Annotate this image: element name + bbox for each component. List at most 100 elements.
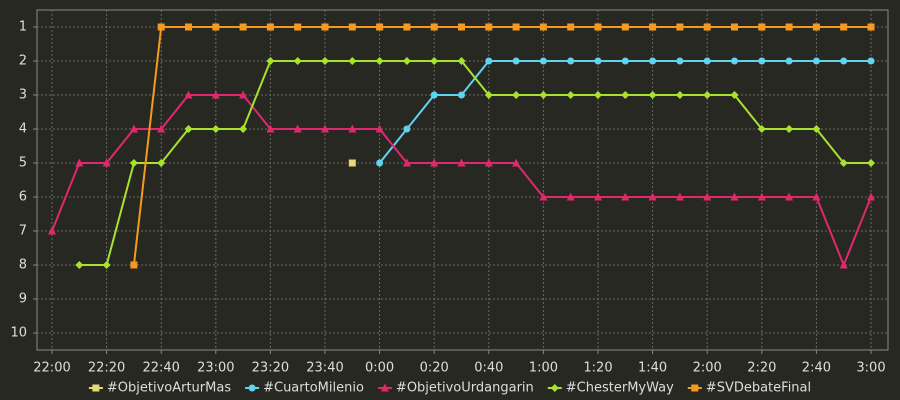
data-point xyxy=(239,125,248,133)
data-point xyxy=(239,90,248,99)
data-point xyxy=(566,91,575,99)
data-point xyxy=(676,23,684,31)
data-point xyxy=(703,192,712,201)
x-tick-label: 2:20 xyxy=(747,361,776,376)
x-tick-label: 1:20 xyxy=(583,361,612,376)
y-tick-label: 2 xyxy=(19,54,27,69)
data-point xyxy=(676,57,684,65)
data-point xyxy=(484,91,493,99)
data-point xyxy=(594,57,602,65)
data-point xyxy=(348,57,357,65)
data-point xyxy=(293,124,302,133)
data-point xyxy=(48,226,56,235)
x-tick-label: 1:00 xyxy=(529,361,558,376)
data-point xyxy=(621,57,629,65)
data-point xyxy=(594,91,602,99)
data-point xyxy=(102,261,111,269)
data-point xyxy=(484,158,493,167)
data-point xyxy=(649,23,657,31)
data-point xyxy=(375,57,384,65)
y-tick-label: 9 xyxy=(19,292,27,307)
data-point xyxy=(430,57,439,65)
data-point xyxy=(839,260,848,269)
data-point xyxy=(839,159,848,167)
legend-label: #ChesterMyWay xyxy=(566,381,674,396)
data-point xyxy=(594,23,602,31)
x-tick-label: 23:20 xyxy=(252,361,289,376)
data-point xyxy=(403,125,411,133)
data-point xyxy=(621,192,630,201)
data-point xyxy=(458,23,465,31)
data-point xyxy=(621,91,630,99)
data-point xyxy=(539,23,547,31)
data-point xyxy=(649,57,657,65)
data-point xyxy=(867,159,875,167)
data-point xyxy=(239,23,247,31)
data-point xyxy=(184,125,193,133)
data-point xyxy=(485,57,493,65)
x-tick-label: 0:20 xyxy=(420,361,449,376)
x-tick-label: 0:40 xyxy=(474,361,503,376)
legend: #ObjetivoArturMas #CuartoMilenio #Objetivo… xyxy=(88,381,811,396)
data-point xyxy=(539,91,548,99)
data-point xyxy=(402,158,411,167)
data-point xyxy=(812,192,821,201)
x-tick-label: 0:00 xyxy=(365,361,394,376)
data-point xyxy=(403,23,411,31)
data-point xyxy=(757,192,766,201)
data-point xyxy=(785,23,793,31)
data-point xyxy=(430,91,438,99)
data-point xyxy=(376,23,384,31)
data-point xyxy=(703,23,711,31)
data-point xyxy=(157,124,166,133)
legend-marker xyxy=(248,384,256,392)
data-point xyxy=(375,124,384,133)
data-point xyxy=(567,23,575,31)
data-point xyxy=(266,23,274,31)
data-point xyxy=(730,91,739,99)
legend-marker xyxy=(691,384,699,392)
data-point xyxy=(648,91,657,99)
data-point xyxy=(348,23,356,31)
x-tick-label: 22:00 xyxy=(33,361,70,376)
legend-label: #SVDebateFinal xyxy=(706,381,811,396)
data-point xyxy=(457,158,466,167)
data-point xyxy=(184,90,193,99)
data-point xyxy=(867,23,875,31)
data-point xyxy=(430,23,438,31)
data-point xyxy=(293,57,302,65)
data-point xyxy=(348,159,356,167)
series-line xyxy=(79,60,871,266)
data-point xyxy=(430,158,439,167)
data-point xyxy=(512,23,520,31)
series-line xyxy=(132,26,871,266)
legend-marker xyxy=(92,384,100,392)
data-point xyxy=(185,23,192,31)
legend-label: #CuartoMilenio xyxy=(263,381,364,396)
data-point xyxy=(157,23,165,31)
data-point xyxy=(621,23,629,31)
data-point xyxy=(785,125,794,133)
data-point xyxy=(812,57,820,65)
data-point xyxy=(512,158,521,167)
data-point xyxy=(758,23,766,31)
y-tick-label: 7 xyxy=(19,224,27,239)
data-point xyxy=(75,158,84,167)
data-point xyxy=(703,91,712,99)
data-point xyxy=(594,192,602,201)
data-point xyxy=(512,57,520,65)
data-point xyxy=(321,23,329,31)
data-point xyxy=(785,192,794,201)
y-tick-label: 8 xyxy=(19,258,27,273)
data-point xyxy=(648,192,657,201)
legend-marker xyxy=(550,384,559,392)
data-point xyxy=(867,57,875,65)
plot-border xyxy=(36,9,889,351)
x-tick-label: 2:00 xyxy=(693,361,722,376)
y-tick-label: 3 xyxy=(19,88,27,103)
data-point xyxy=(730,192,739,201)
data-point xyxy=(785,57,793,65)
legend-label: #ObjetivoUrdangarin xyxy=(396,381,534,396)
data-point xyxy=(758,57,766,65)
data-point xyxy=(757,125,766,133)
